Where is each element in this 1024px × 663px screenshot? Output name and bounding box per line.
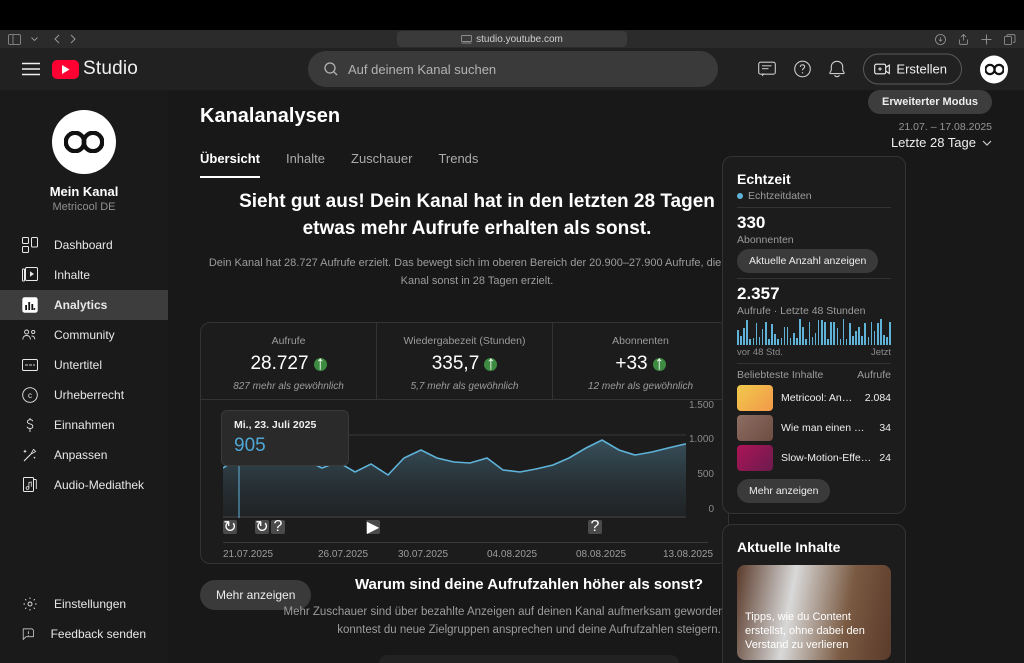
svg-text:c: c — [28, 391, 32, 400]
